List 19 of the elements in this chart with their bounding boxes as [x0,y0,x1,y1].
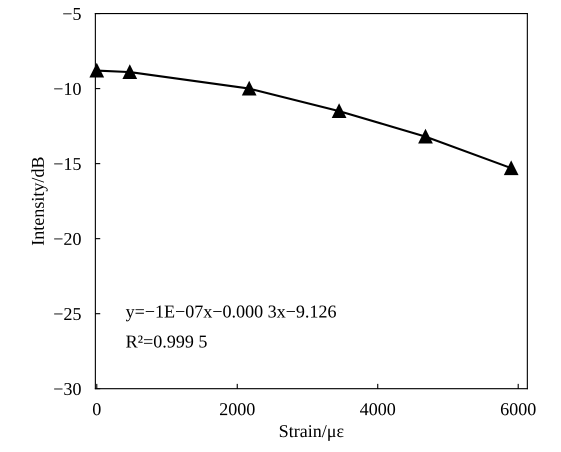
y-tick-label: −15 [54,158,81,170]
x-tick-label: 2000 [220,403,255,416]
annotation: R²=0.999 5 [126,335,207,348]
annotation: y=−1E−07x−0.000 3x−9.126 [126,305,336,322]
y-axis-title: Intensity/dB [31,157,48,246]
point [418,130,432,144]
y-tick-label: −20 [54,232,81,246]
point [242,82,256,96]
point [122,65,137,80]
x-tick-label: 0 [92,403,101,416]
x-axis-title: Strain/με [280,425,344,441]
x-tick-label: 6000 [500,403,536,416]
y-tick-label: −30 [54,382,81,396]
point [504,161,518,176]
y-tick-label: −25 [54,308,81,320]
y-tick-label: −10 [54,82,81,96]
y-tick-label: −5 [63,8,81,20]
point [332,104,346,118]
x-tick-label: 4000 [360,403,396,416]
